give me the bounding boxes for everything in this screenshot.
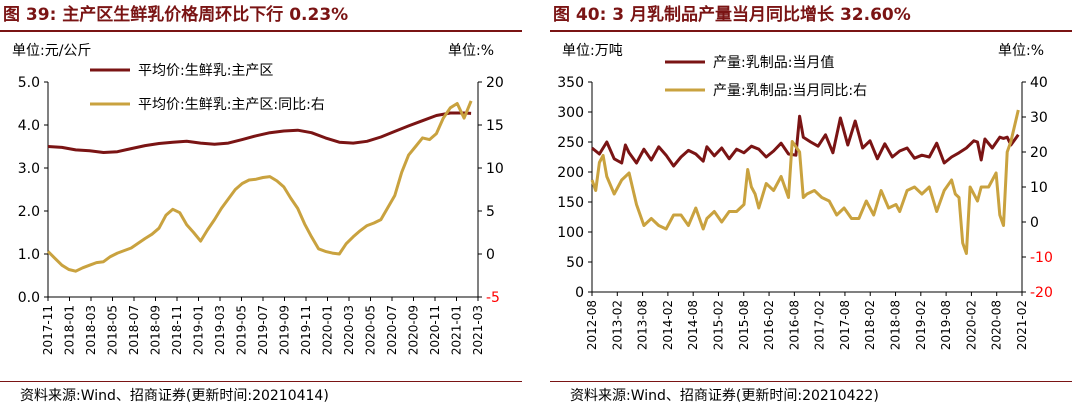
legend-label: 平均价:生鲜乳:主产区 xyxy=(138,63,273,79)
title-rule xyxy=(550,30,1072,32)
series-line-2 xyxy=(46,100,473,273)
bottom-rule xyxy=(550,381,1072,382)
y-tick-label: 3.0 xyxy=(18,161,40,177)
chart-title: 图 40: 3 月乳制品产量当月同比增长 32.60% xyxy=(553,5,911,25)
y-tick-label: 100 xyxy=(557,225,584,241)
x-tick-label: 2018-05 xyxy=(106,305,120,355)
x-tick-label: 2019-09 xyxy=(278,305,292,355)
y2-tick-label: 10 xyxy=(1030,180,1048,196)
y-tick-label: 150 xyxy=(557,195,584,211)
x-tick-label: 2019-02 xyxy=(914,300,928,350)
chart-title: 图 39: 主产区生鲜乳价格周环比下行 0.23% xyxy=(3,5,349,25)
left-axis-unit: 单位:元/公斤 xyxy=(12,43,92,59)
chart-plot: 0.0 1.0 2.0 3.0 4.0 5.0 -5 0 5 10 15 20 2017-11 2018-… xyxy=(18,63,504,355)
y-tick-label: 2.0 xyxy=(18,204,40,220)
x-tick-label: 2020-08 xyxy=(990,300,1004,350)
x-tick-label: 2018-08 xyxy=(889,300,903,350)
legend-label: 产量:乳制品:当月同比:右 xyxy=(713,83,867,99)
x-tick-label: 2012-08 xyxy=(585,300,599,350)
chart-panel-40: 图 40: 3 月乳制品产量当月同比增长 32.60% 单位:万吨 单位:% 0… xyxy=(550,0,1080,405)
y2-tick-label: 30 xyxy=(1030,110,1048,126)
y2-tick-label: 40 xyxy=(1030,75,1048,91)
series-line-2 xyxy=(590,109,1020,255)
y-tick-label: 250 xyxy=(557,135,584,151)
x-tick-label: 2020-05 xyxy=(364,305,378,355)
y-tick-label: 4.0 xyxy=(18,118,40,134)
x-tick-label: 2018-07 xyxy=(127,305,141,355)
y2-tick-label: 5 xyxy=(486,204,495,220)
legend-label: 平均价:生鲜乳:主产区:同比:右 xyxy=(138,97,325,113)
x-tick-label: 2014-02 xyxy=(661,300,675,350)
y-tick-label: 200 xyxy=(557,165,584,181)
x-tick-label: 2020-07 xyxy=(385,305,399,355)
y2-tick-label: 20 xyxy=(1030,145,1048,161)
y2-tick-label: 20 xyxy=(486,75,504,91)
x-tick-label: 2019-11 xyxy=(299,305,313,355)
x-tick-label: 2018-01 xyxy=(63,305,77,355)
x-tick-label: 2018-09 xyxy=(149,305,163,355)
y-tick-label: 1.0 xyxy=(18,247,40,263)
chart-panel-39: 图 39: 主产区生鲜乳价格周环比下行 0.23% 单位:元/公斤 单位:% 0… xyxy=(0,0,530,405)
y2-tick-label: -10 xyxy=(1030,250,1053,266)
x-tick-label: 2020-02 xyxy=(964,300,978,350)
series-line-1 xyxy=(47,111,472,154)
legend-label: 产量:乳制品:当月值 xyxy=(713,55,834,71)
x-tick-label: 2019-01 xyxy=(192,305,206,355)
x-tick-label: 2021-01 xyxy=(450,305,464,355)
y2-tick-label: 10 xyxy=(486,161,504,177)
right-axis-unit: 单位:% xyxy=(448,43,495,59)
source-note: 资料来源:Wind、招商证券(更新时间:20210422) xyxy=(570,388,879,404)
x-tick-label: 2013-08 xyxy=(636,300,650,350)
title-rule xyxy=(0,30,522,32)
y-tick-label: 350 xyxy=(557,75,584,91)
x-tick-label: 2017-11 xyxy=(41,305,55,355)
x-tick-label: 2019-08 xyxy=(939,300,953,350)
y2-tick-label: 15 xyxy=(486,118,504,134)
y-tick-label: 300 xyxy=(557,105,584,121)
bottom-rule xyxy=(0,381,522,382)
y-tick-label: 0 xyxy=(575,285,584,301)
right-axis-unit: 单位:% xyxy=(998,43,1045,59)
y2-tick-label: 0 xyxy=(1030,215,1039,231)
x-tick-label: 2017-02 xyxy=(813,300,827,350)
x-tick-label: 2018-03 xyxy=(84,305,98,355)
x-tick-label: 2014-08 xyxy=(686,300,700,350)
x-tick-label: 2021-03 xyxy=(471,305,485,355)
x-tick-label: 2020-09 xyxy=(407,305,421,355)
x-tick-label: 2016-08 xyxy=(787,300,801,350)
series-line-1 xyxy=(591,114,1020,168)
x-tick-label: 2015-08 xyxy=(737,300,751,350)
x-tick-label: 2019-03 xyxy=(213,305,227,355)
chart-plot: 0 50 100 150 200 250 300 350 -20 -10 0 10 20 30 40 2012… xyxy=(557,55,1053,350)
x-tick-label: 2019-07 xyxy=(256,305,270,355)
x-tick-label: 2020-01 xyxy=(321,305,335,355)
y2-tick-label: -5 xyxy=(486,290,500,306)
x-tick-label: 2021-02 xyxy=(1015,300,1029,350)
x-tick-label: 2018-02 xyxy=(863,300,877,350)
y2-tick-label: 0 xyxy=(486,247,495,263)
x-tick-label: 2020-03 xyxy=(342,305,356,355)
x-tick-label: 2018-11 xyxy=(170,305,184,355)
y-tick-label: 50 xyxy=(566,255,584,271)
x-tick-label: 2020-11 xyxy=(428,305,442,355)
y-tick-label: 0.0 xyxy=(18,290,40,306)
x-tick-label: 2015-02 xyxy=(711,300,725,350)
x-tick-label: 2019-05 xyxy=(235,305,249,355)
x-tick-label: 2017-08 xyxy=(838,300,852,350)
y-tick-label: 5.0 xyxy=(18,75,40,91)
x-tick-label: 2013-02 xyxy=(610,300,624,350)
x-tick-label: 2016-02 xyxy=(762,300,776,350)
left-axis-unit: 单位:万吨 xyxy=(562,43,623,59)
source-note: 资料来源:Wind、招商证券(更新时间:20210414) xyxy=(20,388,329,404)
y2-tick-label: -20 xyxy=(1030,285,1053,301)
